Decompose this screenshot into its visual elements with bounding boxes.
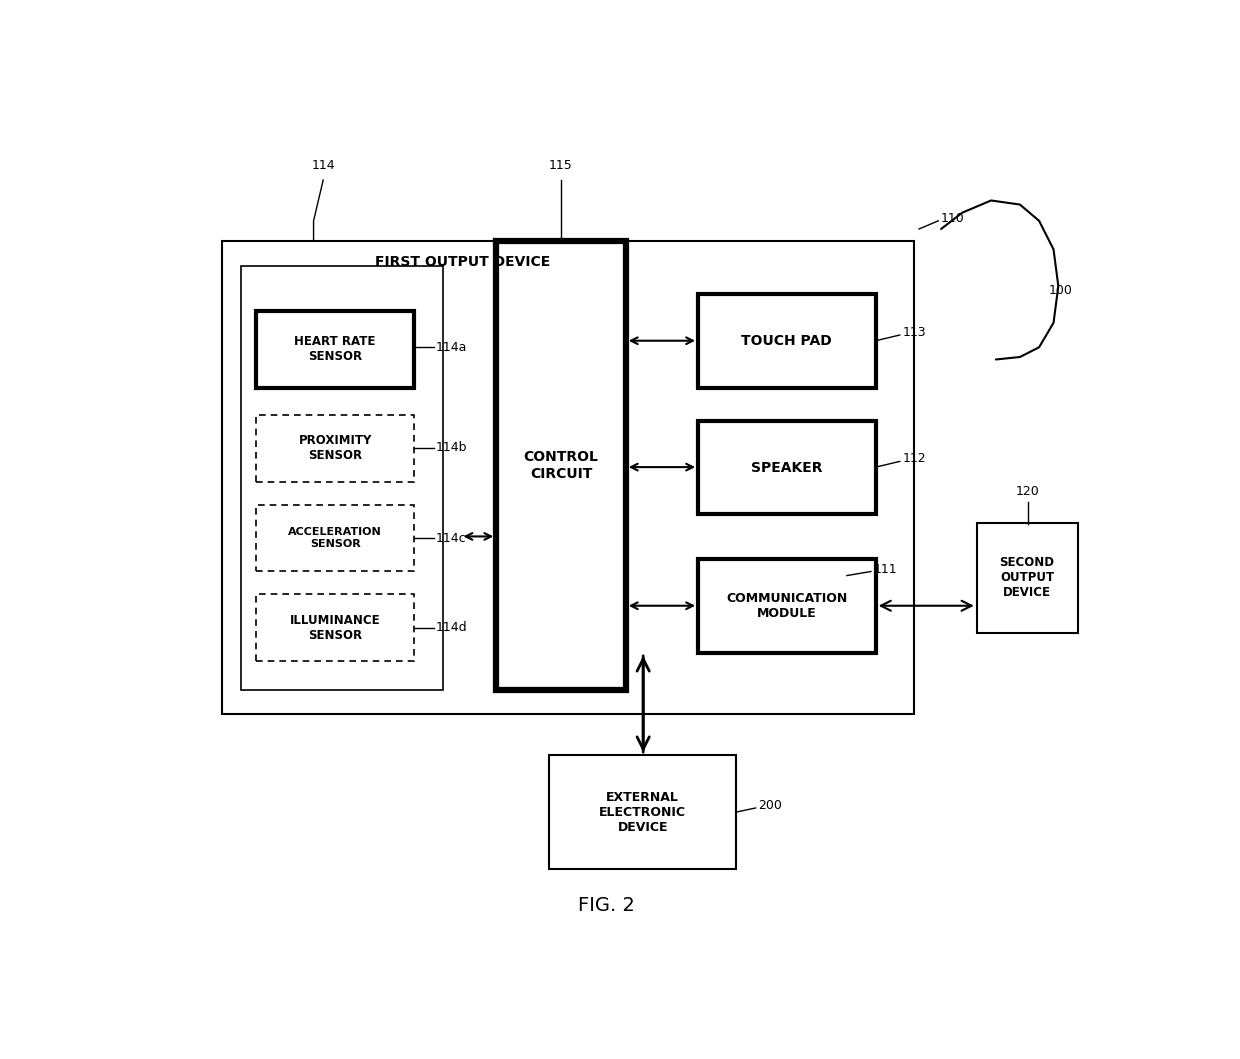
Text: ILLUMINANCE
SENSOR: ILLUMINANCE SENSOR (290, 614, 381, 642)
FancyBboxPatch shape (977, 522, 1078, 632)
Text: 114d: 114d (435, 622, 467, 634)
Text: 112: 112 (903, 452, 926, 466)
FancyBboxPatch shape (549, 755, 737, 869)
Text: TOUCH PAD: TOUCH PAD (742, 335, 832, 348)
Text: 114: 114 (311, 159, 335, 172)
Text: SPEAKER: SPEAKER (751, 461, 822, 474)
Text: 115: 115 (548, 159, 573, 172)
Text: 114a: 114a (435, 341, 467, 354)
Text: ACCELERATION
SENSOR: ACCELERATION SENSOR (289, 527, 382, 549)
Text: 114b: 114b (435, 441, 467, 454)
FancyBboxPatch shape (222, 241, 914, 714)
FancyBboxPatch shape (698, 559, 875, 653)
Text: EXTERNAL
ELECTRONIC
DEVICE: EXTERNAL ELECTRONIC DEVICE (599, 790, 686, 833)
FancyBboxPatch shape (242, 266, 444, 689)
Text: CONTROL
CIRCUIT: CONTROL CIRCUIT (523, 450, 599, 481)
FancyBboxPatch shape (255, 594, 414, 661)
FancyBboxPatch shape (255, 505, 414, 572)
Text: 200: 200 (759, 800, 782, 812)
Text: 120: 120 (1016, 485, 1039, 498)
FancyBboxPatch shape (255, 310, 414, 388)
Text: PROXIMITY
SENSOR: PROXIMITY SENSOR (299, 434, 372, 463)
Text: FIRST OUTPUT DEVICE: FIRST OUTPUT DEVICE (374, 254, 551, 269)
Text: SECOND
OUTPUT
DEVICE: SECOND OUTPUT DEVICE (999, 556, 1054, 599)
Text: 111: 111 (874, 562, 898, 575)
FancyBboxPatch shape (255, 415, 414, 482)
Text: 100: 100 (1049, 284, 1073, 297)
FancyBboxPatch shape (698, 294, 875, 388)
Text: FIG. 2: FIG. 2 (578, 896, 635, 915)
Text: 114c: 114c (435, 532, 466, 544)
FancyBboxPatch shape (496, 241, 626, 689)
FancyBboxPatch shape (698, 420, 875, 515)
Text: COMMUNICATION
MODULE: COMMUNICATION MODULE (727, 592, 847, 621)
Text: HEART RATE
SENSOR: HEART RATE SENSOR (295, 336, 376, 363)
Text: 110: 110 (941, 212, 965, 225)
Text: 113: 113 (903, 326, 926, 339)
